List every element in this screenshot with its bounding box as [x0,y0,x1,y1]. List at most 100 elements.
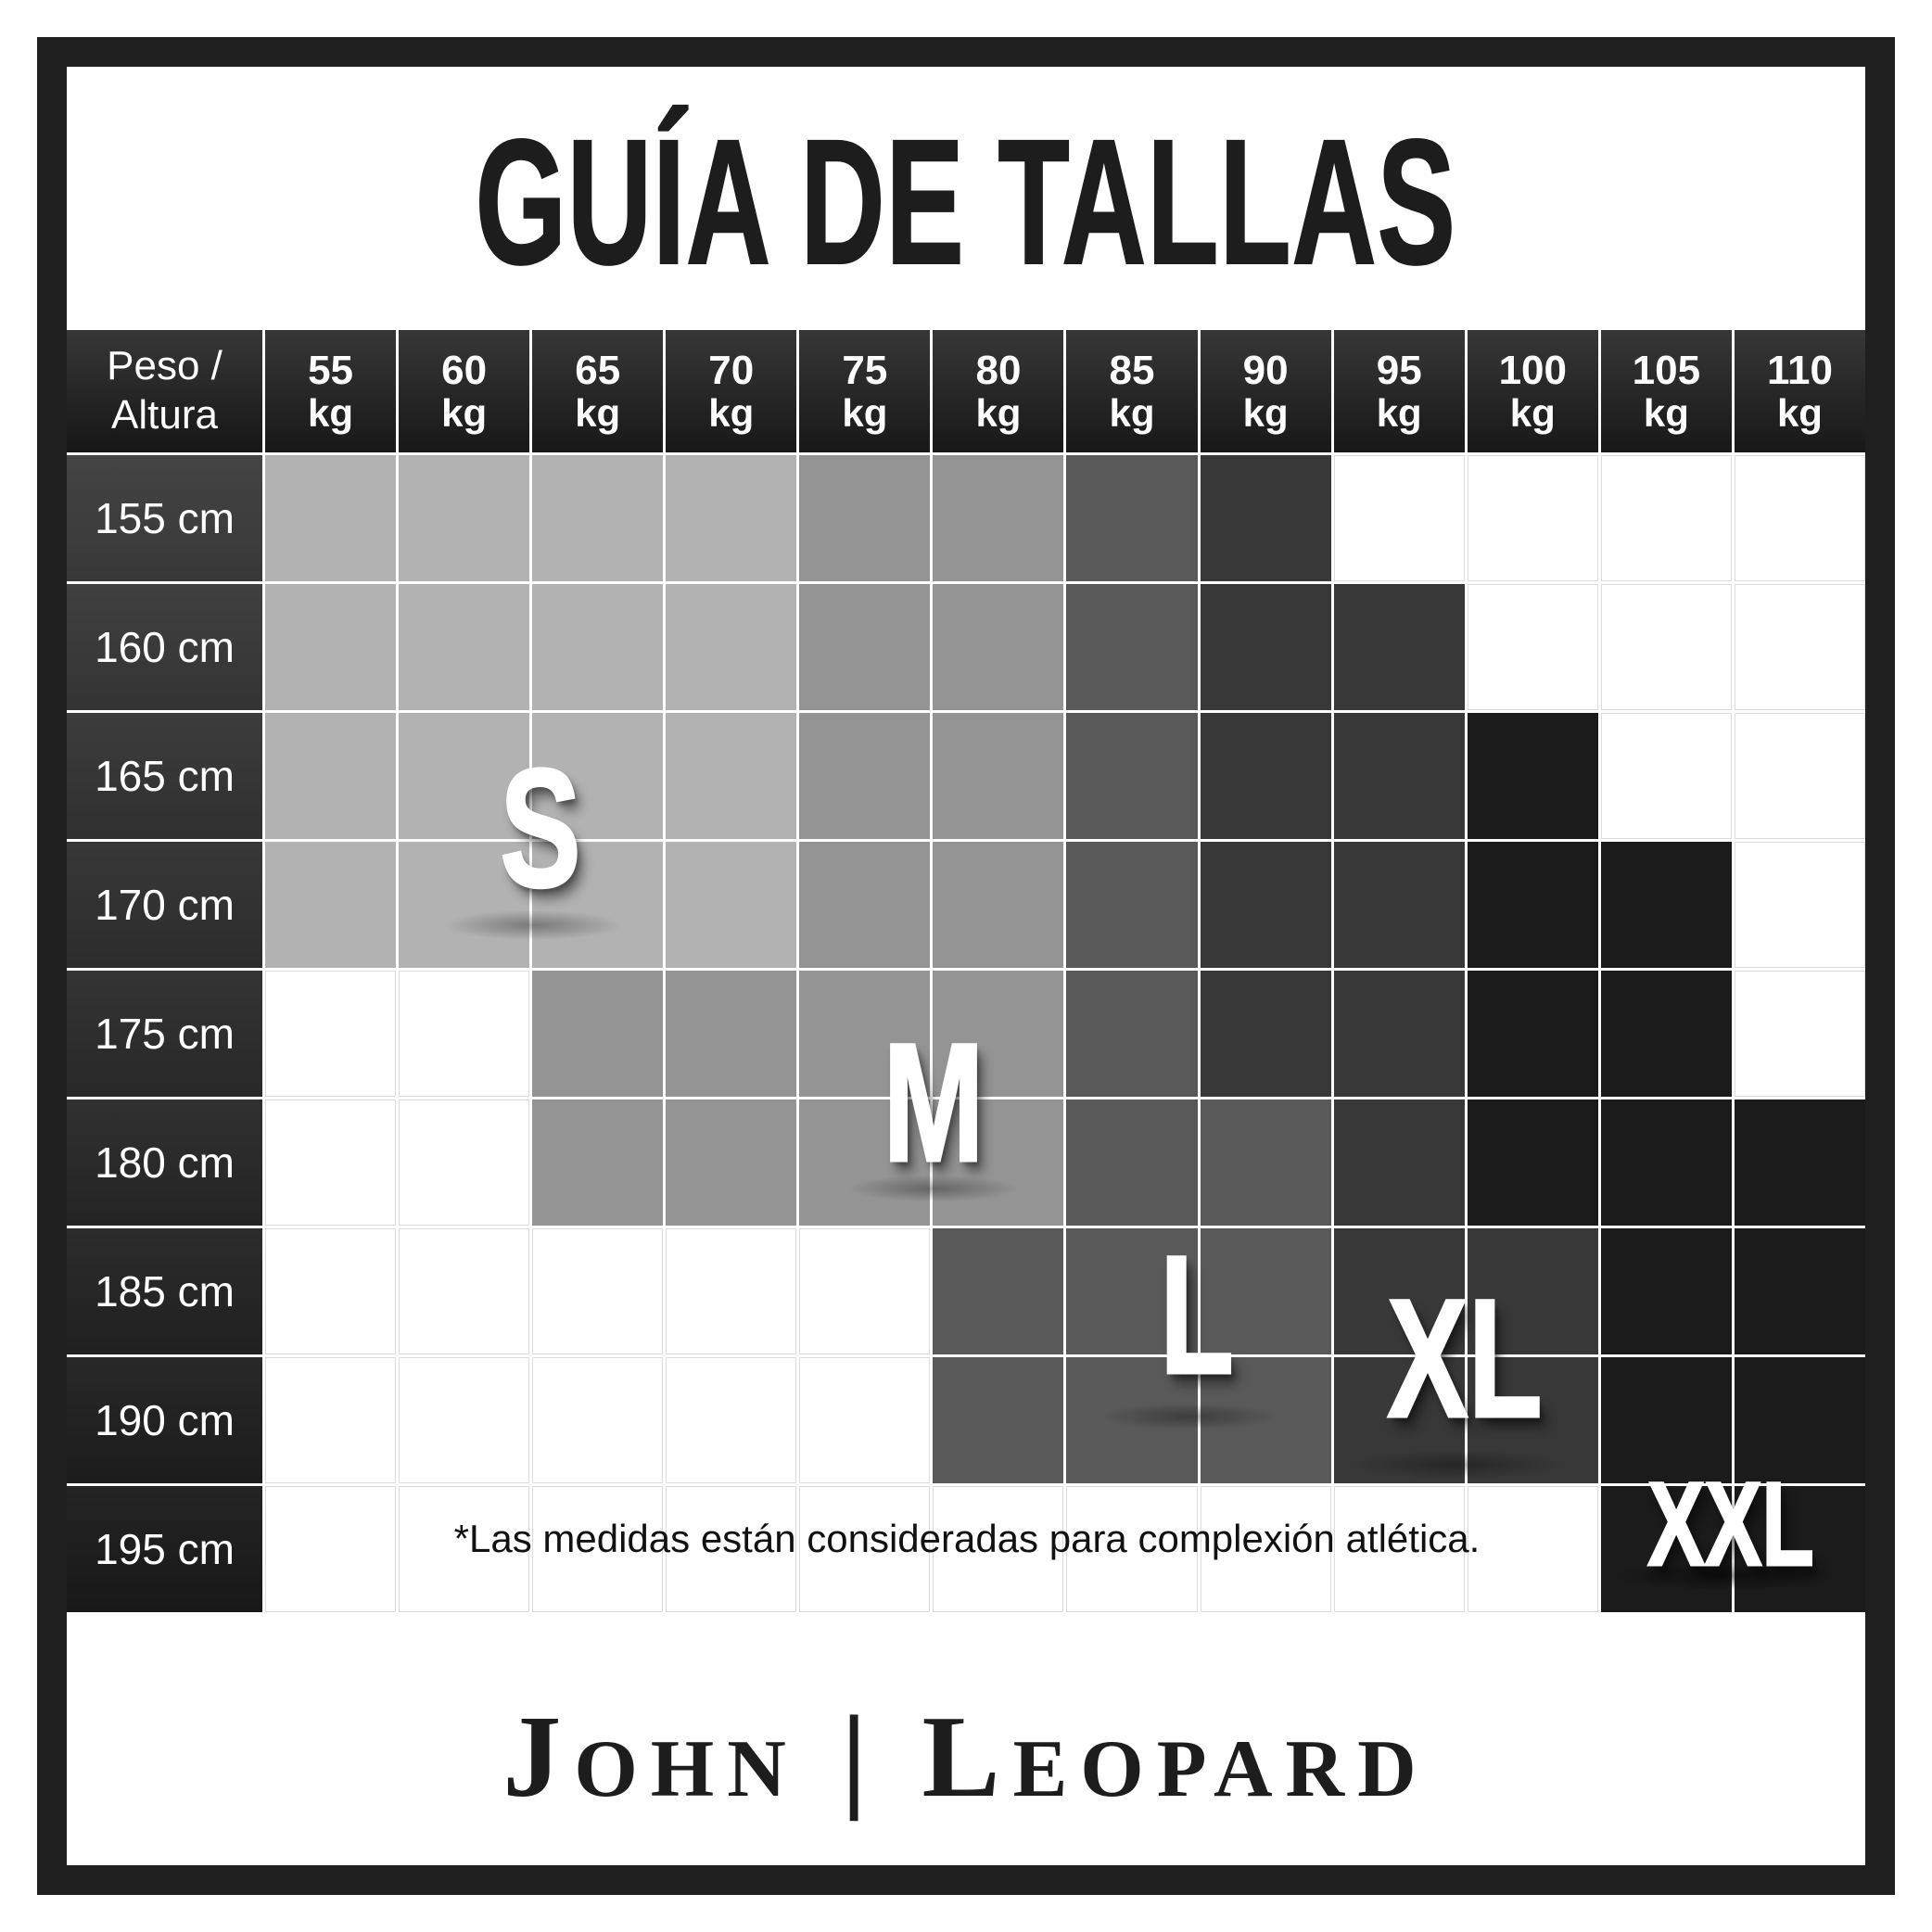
size-cell-empty [265,1099,397,1226]
weight-unit: kg [708,391,755,436]
weight-value: 55 [308,347,354,393]
size-cell-empty [799,1357,931,1483]
size-cell-l [1200,1357,1331,1483]
size-cell-xxl [1734,1357,1865,1483]
size-cell-m [933,842,1064,968]
size-cell-xxl [1600,1357,1732,1483]
size-cell-l [1066,455,1198,581]
size-cell-m [799,713,931,839]
size-cell-xl [1467,1357,1598,1483]
size-cell-empty [265,1357,397,1483]
weight-header-60kg: 60 kg [399,330,530,452]
corner-header-line2: Altura [111,392,218,438]
size-cell-m [933,1099,1064,1226]
size-cell-empty [1467,584,1598,710]
size-cell-empty [265,1486,397,1612]
size-cell-s [532,842,664,968]
weight-unit: kg [1242,391,1289,436]
height-label-190-cm: 190 cm [67,1357,262,1483]
size-cell-m [799,584,931,710]
size-cell-m [933,713,1064,839]
size-cell-xxl [1600,971,1732,1097]
size-cell-m [933,455,1064,581]
size-cell-empty [1600,713,1732,839]
size-cell-empty [1467,455,1598,581]
size-cell-xl [1333,842,1465,968]
size-cell-s [532,713,664,839]
size-cell-empty [399,1099,530,1226]
height-label-160-cm: 160 cm [67,584,262,710]
size-cell-s [666,842,797,968]
letter-ground-shadow-s [440,909,626,941]
letter-ground-shadow-m [845,1175,1022,1202]
size-cell-xl [1333,971,1465,1097]
size-cell-m [933,584,1064,710]
size-cell-m [799,455,931,581]
size-cell-m [799,842,931,968]
size-cell-s [399,584,530,710]
weight-value: 75 [842,347,888,393]
size-cell-empty [1333,1486,1465,1612]
weight-value: 95 [1376,347,1422,393]
size-cell-xl [1200,713,1331,839]
size-cell-xxl [1467,713,1598,839]
size-cell-xl [1333,713,1465,839]
size-cell-empty [1467,1486,1598,1612]
size-cell-s [399,455,530,581]
size-cell-l [1066,1357,1198,1483]
size-letter-xxl: XXL [1646,1458,1814,1591]
weight-value: 110 [1766,347,1833,393]
size-cell-xxl [1467,842,1598,968]
weight-header-65kg: 65 kg [532,330,664,452]
size-cell-s [666,455,797,581]
weight-unit: kg [1643,391,1689,436]
weight-unit: kg [1776,391,1823,436]
size-cell-l [1200,1228,1331,1354]
weight-header-75kg: 75 kg [799,330,931,452]
size-cell-empty [1066,1486,1198,1612]
corner-header-line1: Peso / [107,343,222,389]
weight-unit: kg [1376,391,1422,436]
weight-unit: kg [308,391,354,436]
size-letter-s: S [499,733,582,922]
size-cell-xxl [1734,1099,1865,1226]
size-cell-m [933,971,1064,1097]
size-cell-empty [532,1357,664,1483]
size-cell-empty [1734,713,1865,839]
size-cell-xxl [1467,971,1598,1097]
size-cell-xxl [1467,1099,1598,1226]
letter-ground-shadow-xl [1346,1450,1569,1480]
size-cell-empty [666,1357,797,1483]
size-cell-s [399,713,530,839]
size-cell-empty [1734,455,1865,581]
weight-header-95kg: 95 kg [1333,330,1465,452]
size-cell-m [799,1099,931,1226]
size-cell-empty [799,1486,931,1612]
weight-unit: kg [842,391,888,436]
size-cell-empty [1600,584,1732,710]
weight-header-100kg: 100 kg [1467,330,1598,452]
weight-header-70kg: 70 kg [666,330,797,452]
height-label-185-cm: 185 cm [67,1228,262,1354]
weight-unit: kg [1509,391,1556,436]
size-cell-xl [1200,842,1331,968]
weight-unit: kg [441,391,488,436]
size-cell-xxl [1600,1099,1732,1226]
weight-header-110kg: 110 kg [1734,330,1865,452]
size-cell-empty [933,1486,1064,1612]
size-cell-s [666,713,797,839]
size-cell-l [1200,1099,1331,1226]
size-cell-m [666,1099,797,1226]
size-cell-empty [532,1486,664,1612]
size-cell-m [799,971,931,1097]
size-cell-s [265,842,397,968]
weight-unit: kg [975,391,1022,436]
weight-value: 90 [1242,347,1289,393]
size-cell-empty [399,971,530,1097]
size-cell-empty [399,1357,530,1483]
height-label-165-cm: 165 cm [67,713,262,839]
size-cell-xxl [1734,1486,1865,1612]
size-cell-l [1066,971,1198,1097]
size-cell-l [1066,1099,1198,1226]
